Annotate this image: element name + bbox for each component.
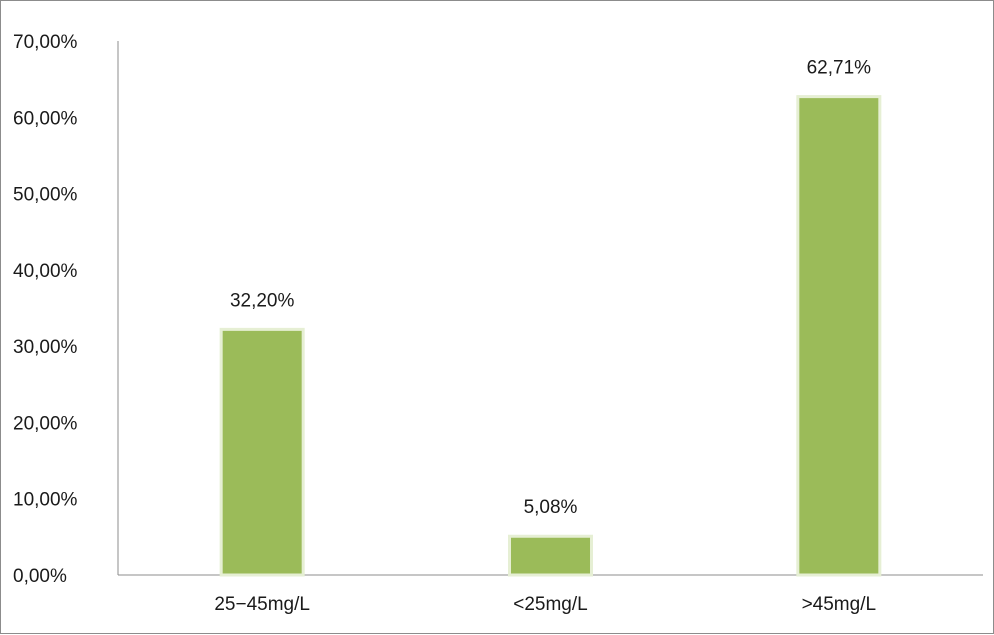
data-label: 5,08% [524, 497, 578, 518]
bar-series [219, 95, 882, 577]
y-axis-ticks: 0,00% 10,00% 20,00% 30,00% 40,00% 50,00% 60,00… [13, 32, 78, 587]
y-tick-label: 70,00% [13, 32, 78, 53]
x-axis-categories: 25−45mg/L <25mg/L >45mg/L [214, 594, 876, 615]
category-label: >45mg/L [802, 594, 876, 615]
bar [219, 327, 305, 577]
data-labels: 32,20% 5,08% 62,71% [230, 58, 871, 519]
bar [796, 95, 882, 577]
y-tick-label: 50,00% [13, 185, 78, 206]
category-label: <25mg/L [513, 594, 587, 615]
y-tick-label: 40,00% [13, 261, 78, 282]
bar [508, 534, 593, 577]
y-tick-label: 10,00% [13, 490, 78, 511]
y-tick-label: 60,00% [13, 108, 78, 129]
y-tick-label: 0,00% [13, 566, 67, 587]
data-label: 62,71% [807, 58, 872, 79]
data-label: 32,20% [230, 290, 295, 311]
y-tick-label: 30,00% [13, 337, 78, 358]
category-label: 25−45mg/L [214, 594, 310, 615]
y-tick-label: 20,00% [13, 413, 78, 434]
